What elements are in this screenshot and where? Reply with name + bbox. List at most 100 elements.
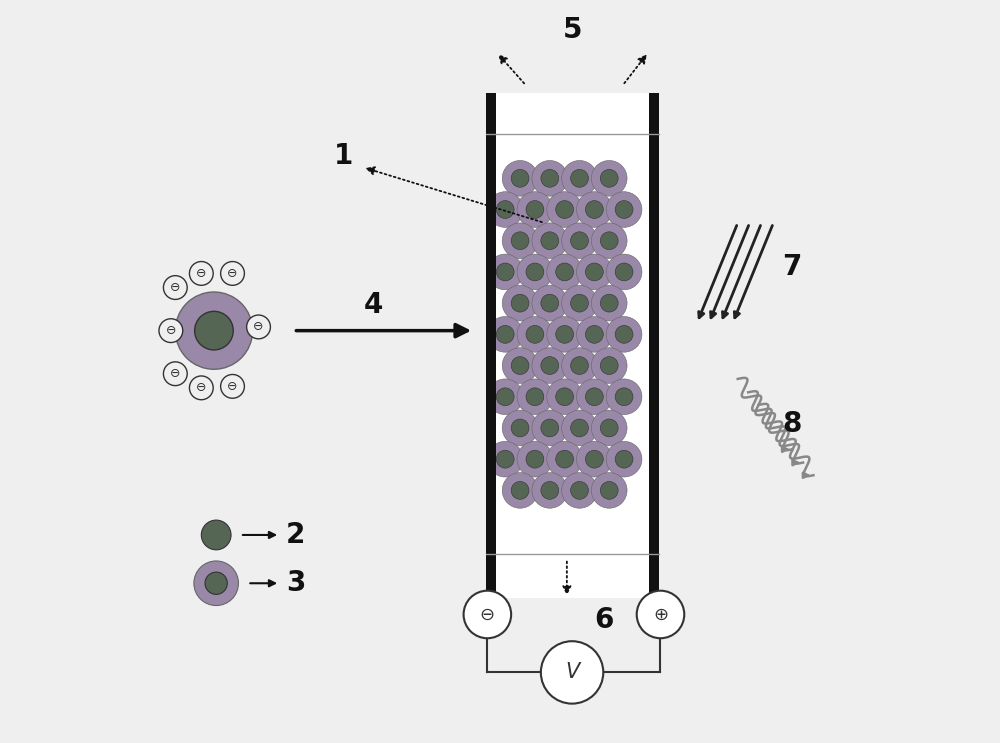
Circle shape [189,376,213,400]
Circle shape [600,481,618,499]
Circle shape [547,379,582,415]
Circle shape [606,379,642,415]
Circle shape [517,441,553,477]
Circle shape [600,294,618,312]
Circle shape [541,481,559,499]
Circle shape [502,223,538,259]
Circle shape [502,160,538,196]
Circle shape [511,232,529,250]
Text: ⊖: ⊖ [480,606,495,623]
Circle shape [600,419,618,437]
Text: V: V [565,663,579,682]
Circle shape [562,223,597,259]
Circle shape [163,276,187,299]
Circle shape [221,374,244,398]
Text: ⊖: ⊖ [227,380,238,393]
Circle shape [562,348,597,383]
Circle shape [464,591,511,638]
Circle shape [585,263,603,281]
Circle shape [562,285,597,321]
Text: 3: 3 [286,569,305,597]
Circle shape [556,450,574,468]
Circle shape [541,169,559,187]
Circle shape [541,232,559,250]
Bar [496,93,649,598]
Text: 5: 5 [562,16,582,44]
Circle shape [532,223,568,259]
Circle shape [547,317,582,352]
Circle shape [577,192,612,227]
Circle shape [526,263,544,281]
Circle shape [606,254,642,290]
Circle shape [591,473,627,508]
Circle shape [562,473,597,508]
Circle shape [585,201,603,218]
Text: ⊖: ⊖ [196,381,207,395]
Circle shape [600,169,618,187]
Circle shape [511,481,529,499]
Text: 4: 4 [364,291,383,319]
Circle shape [562,410,597,446]
Circle shape [517,317,553,352]
Circle shape [585,325,603,343]
Circle shape [571,169,588,187]
Circle shape [487,441,523,477]
Circle shape [556,263,574,281]
Text: 2: 2 [286,521,305,549]
Circle shape [487,192,523,227]
Circle shape [496,201,514,218]
Circle shape [547,254,582,290]
Circle shape [205,572,227,594]
Circle shape [502,473,538,508]
Circle shape [159,319,183,343]
Circle shape [547,441,582,477]
Circle shape [585,388,603,406]
Circle shape [571,419,588,437]
Circle shape [556,325,574,343]
Text: ⊖: ⊖ [166,324,176,337]
Circle shape [526,325,544,343]
Text: ⊖: ⊖ [227,267,238,280]
Circle shape [600,232,618,250]
Circle shape [556,201,574,218]
Circle shape [532,160,568,196]
Circle shape [571,232,588,250]
Circle shape [532,410,568,446]
Circle shape [615,263,633,281]
Circle shape [201,520,231,550]
Circle shape [591,160,627,196]
Circle shape [606,441,642,477]
Circle shape [600,357,618,374]
Circle shape [189,262,213,285]
Circle shape [511,419,529,437]
Circle shape [526,450,544,468]
Circle shape [591,285,627,321]
Text: ⊖: ⊖ [170,281,181,294]
Circle shape [496,450,514,468]
Circle shape [221,262,244,285]
Text: ⊖: ⊖ [253,320,264,334]
Circle shape [511,294,529,312]
Text: ⊕: ⊕ [653,606,668,623]
Circle shape [532,473,568,508]
Circle shape [591,348,627,383]
Circle shape [526,201,544,218]
Circle shape [606,192,642,227]
Circle shape [247,315,270,339]
Circle shape [195,311,233,350]
Circle shape [517,254,553,290]
Circle shape [562,160,597,196]
Circle shape [541,641,603,704]
Circle shape [577,441,612,477]
Circle shape [487,379,523,415]
Circle shape [577,317,612,352]
Circle shape [615,388,633,406]
Circle shape [615,325,633,343]
Text: 7: 7 [782,253,802,282]
Circle shape [496,388,514,406]
Circle shape [517,192,553,227]
Circle shape [556,388,574,406]
Circle shape [541,294,559,312]
Circle shape [571,481,588,499]
Circle shape [194,561,238,606]
